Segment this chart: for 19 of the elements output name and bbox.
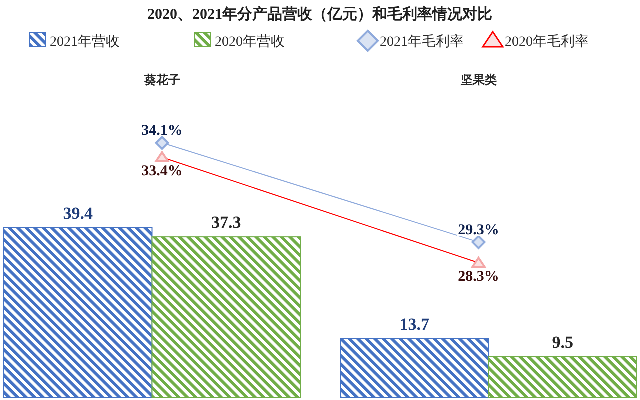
chart-title: 2020、2021年分产品营收（亿元）和毛利率情况对比 <box>148 5 492 23</box>
data-label: 33.4% <box>142 163 183 180</box>
data-label: 29.3% <box>458 222 500 238</box>
bar <box>340 338 490 398</box>
data-label: 28.3% <box>458 269 500 285</box>
bar <box>4 228 153 398</box>
bar <box>152 236 301 398</box>
data-label: 9.5 <box>552 333 574 352</box>
legend-label: 2020年营收 <box>215 34 285 50</box>
legend-label: 2020年毛利率 <box>505 34 589 50</box>
legend-label: 2021年营收 <box>50 34 120 50</box>
legend-label: 2021年毛利率 <box>380 34 464 50</box>
data-label: 34.1% <box>142 123 183 139</box>
bar <box>488 356 638 398</box>
data-label: 13.7 <box>400 314 430 334</box>
data-label: 39.4 <box>63 204 94 223</box>
x-tick-label: 坚果类 <box>460 73 497 87</box>
x-tick-label: 葵花子 <box>143 73 180 87</box>
data-label: 37.3 <box>212 213 242 232</box>
